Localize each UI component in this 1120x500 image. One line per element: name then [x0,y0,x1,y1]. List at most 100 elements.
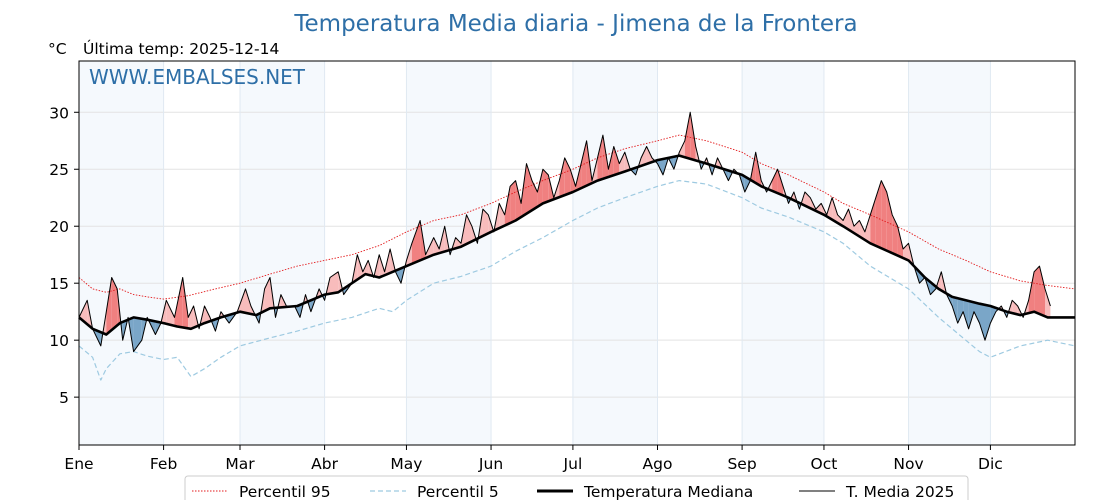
x-tick-label-ago: Ago [643,455,673,473]
x-tick-label-abr: Abr [311,455,338,473]
anomaly-fill-77-0 [542,169,549,204]
anomaly-fill-136-0 [864,214,871,244]
legend-item-p95: Percentil 95 [192,483,331,500]
month-band-ene [79,61,164,445]
anomaly-fill-17-0 [188,306,194,329]
anomaly-fill-103-0 [684,112,691,159]
unit-label: °C [48,40,67,58]
y-tick-label-15: 15 [49,275,69,293]
legend-label-median: Temperatura Mediana [583,483,753,500]
anomaly-fill-40-0 [330,271,339,294]
month-band-jul [572,61,658,445]
anomaly-fill-95-0 [641,146,647,166]
anomaly-fill-20-0 [204,306,210,324]
anomaly-fill-166-0 [1028,271,1035,313]
anomaly-fill-157-0 [979,303,985,341]
grid-lines [78,61,1075,445]
y-tick-label-5: 5 [59,389,69,407]
x-tick-label-sep: Sep [727,455,756,473]
p95-line [78,134,1076,300]
anomaly-fill-29-0 [264,277,270,311]
anomaly-fill-26-0 [245,288,251,314]
x-tick-label-ene: Ene [64,455,93,473]
legend-label-2025: T. Media 2025 [845,483,954,500]
month-bands [79,61,991,445]
y-tick-label-25: 25 [49,161,69,179]
legend-label-p5: Percentil 5 [417,483,499,500]
anomaly-fill-155-0 [968,301,974,329]
anomaly-fill-130-0 [832,197,838,223]
anomaly-fill-63-0 [466,214,472,244]
anomaly-fill-148-0 [930,282,936,295]
anomaly-fill-168-0 [1039,266,1045,317]
legend: Percentil 95 Percentil 5 Temperatura Med… [184,475,969,500]
x-tick-label-feb: Feb [150,455,177,473]
anomaly-fill-125-0 [804,192,811,209]
median-line [78,154,1075,336]
anomaly-fill-119-0 [772,169,778,194]
anomaly-fill-142-0 [897,226,904,258]
y-tick-label-30: 30 [49,104,69,122]
x-tick-label-mar: Mar [225,455,255,473]
anomaly-fill-69-0 [499,203,505,229]
anomaly-fill-90-0 [613,146,620,176]
anomaly-fill-57-0 [433,237,440,255]
anomaly-fill-104-0 [690,112,696,161]
anomaly-fill-5-0 [111,277,118,330]
y-tick-label-20: 20 [49,218,69,236]
anomaly-fill-71-0 [510,180,516,224]
anomaly-fill-153-0 [957,298,964,324]
anomaly-fill-80-0 [559,157,565,198]
anomaly-fill-98-0 [657,159,663,175]
anomaly-fill-132-0 [843,209,849,230]
anomaly-fill-152-0 [952,296,958,324]
month-band-mar [239,61,325,445]
anomaly-fill-139-0 [881,180,887,251]
anomaly-fill-158-0 [985,304,991,341]
anomaly-fill-70-0 [504,186,511,226]
anomaly-fill-15-0 [174,277,183,328]
last-temp-label: Última temp: 2025-12-14 [83,39,279,58]
anomaly-fill-156-0 [974,302,980,324]
anomaly-fill-66-0 [482,209,489,236]
watermark: WWW.EMBALSES.NET [89,65,306,89]
anomaly-fill-143-0 [903,243,909,261]
x-tick-label-oct: Oct [811,455,838,473]
anomaly-fill-54-0 [411,220,421,264]
x-tick-label-may: May [390,455,422,473]
anomaly-fill-154-0 [963,299,969,329]
x-tick-label-jul: Jul [563,455,583,473]
anomaly-fill-91-0 [619,152,625,174]
anomaly-fill-102-0 [679,140,685,158]
series-lines [78,111,1076,381]
x-axis: Ene Feb Mar Abr May Jun Jul Ago Sep Oct Nov Dic [64,445,1003,473]
anomaly-fill-135-0 [859,220,865,240]
anomaly-fill-74-0 [526,163,532,214]
p5-line [78,180,1076,381]
chart-title: Temperatura Media diaria - Jimena de la … [293,11,857,37]
anomaly-fill-96-0 [646,146,652,164]
anomaly-fill-75-0 [532,180,538,211]
temp-2025-line [78,111,1051,353]
legend-label-p95: Percentil 95 [239,483,331,500]
anomaly-fill-87-0 [597,135,603,181]
anomaly-fill-72-0 [515,180,522,221]
anomaly-fill-4-0 [106,277,112,335]
legend-box [184,475,969,500]
x-tick-label-dic: Dic [978,455,1003,473]
legend-item-median: Temperatura Mediana [537,483,753,500]
month-band-sep [742,61,824,445]
anomaly-fill-120-0 [777,169,783,196]
anomaly-fill-140-0 [886,192,893,254]
anomaly-fill-167-0 [1034,266,1040,314]
month-band-nov [908,61,991,445]
y-axis: 5 10 15 20 25 30 [49,104,79,407]
anomaly-fill-137-0 [870,197,876,246]
plot-frame [78,60,1076,446]
anomaly-fill-44-0 [357,254,363,280]
legend-item-2025: T. Media 2025 [799,483,954,500]
anomaly-fill-169-0 [1045,288,1051,318]
x-tick-label-nov: Nov [893,455,923,473]
anomaly-fill-61-0 [455,237,461,249]
